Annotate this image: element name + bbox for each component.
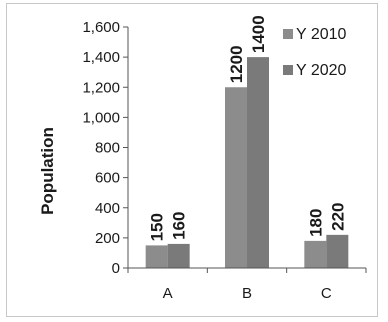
data-label: 220 (328, 202, 347, 230)
y-tick-label: 0 (112, 260, 120, 277)
y-tick-label: 800 (95, 140, 120, 157)
bar-a-series-2 (167, 243, 190, 268)
x-axis: A B C (127, 267, 367, 302)
legend-label: Y 2020 (296, 62, 347, 79)
y-tick-label: 200 (95, 230, 120, 247)
legend: Y 2010 Y 2020 (283, 26, 347, 79)
y-tick-label: 1,400 (82, 49, 120, 66)
bar-c-series-1 (304, 240, 327, 268)
y-tick-label: 400 (95, 200, 120, 217)
y-tick-label: 600 (95, 170, 120, 187)
x-tick-label: C (321, 285, 332, 302)
data-label: 150 (148, 213, 167, 241)
bar-c-series-2 (326, 234, 349, 268)
data-label: 1200 (227, 45, 246, 83)
legend-swatch (283, 65, 293, 75)
x-tick-label: A (163, 285, 173, 302)
data-label: 160 (170, 212, 189, 240)
y-tick-label: 1,000 (82, 109, 120, 126)
bar-b-series-2 (247, 57, 269, 268)
bar-b-series-1 (225, 87, 247, 268)
data-label: 1400 (249, 15, 268, 53)
y-tick-label: 1,200 (82, 79, 120, 96)
y-axis: 0 200 400 600 800 1,000 1,200 1,400 1,600 (82, 19, 129, 277)
y-axis-label: Population (38, 127, 57, 215)
y-tick-label: 1,600 (82, 19, 120, 36)
bars: 150 1200 180 160 1400 220 (145, 15, 349, 268)
bar-a-series-1 (145, 245, 168, 268)
legend-swatch (283, 29, 293, 39)
data-label: 180 (306, 209, 325, 237)
x-tick-label: B (242, 285, 252, 302)
legend-label: Y 2010 (296, 26, 347, 43)
